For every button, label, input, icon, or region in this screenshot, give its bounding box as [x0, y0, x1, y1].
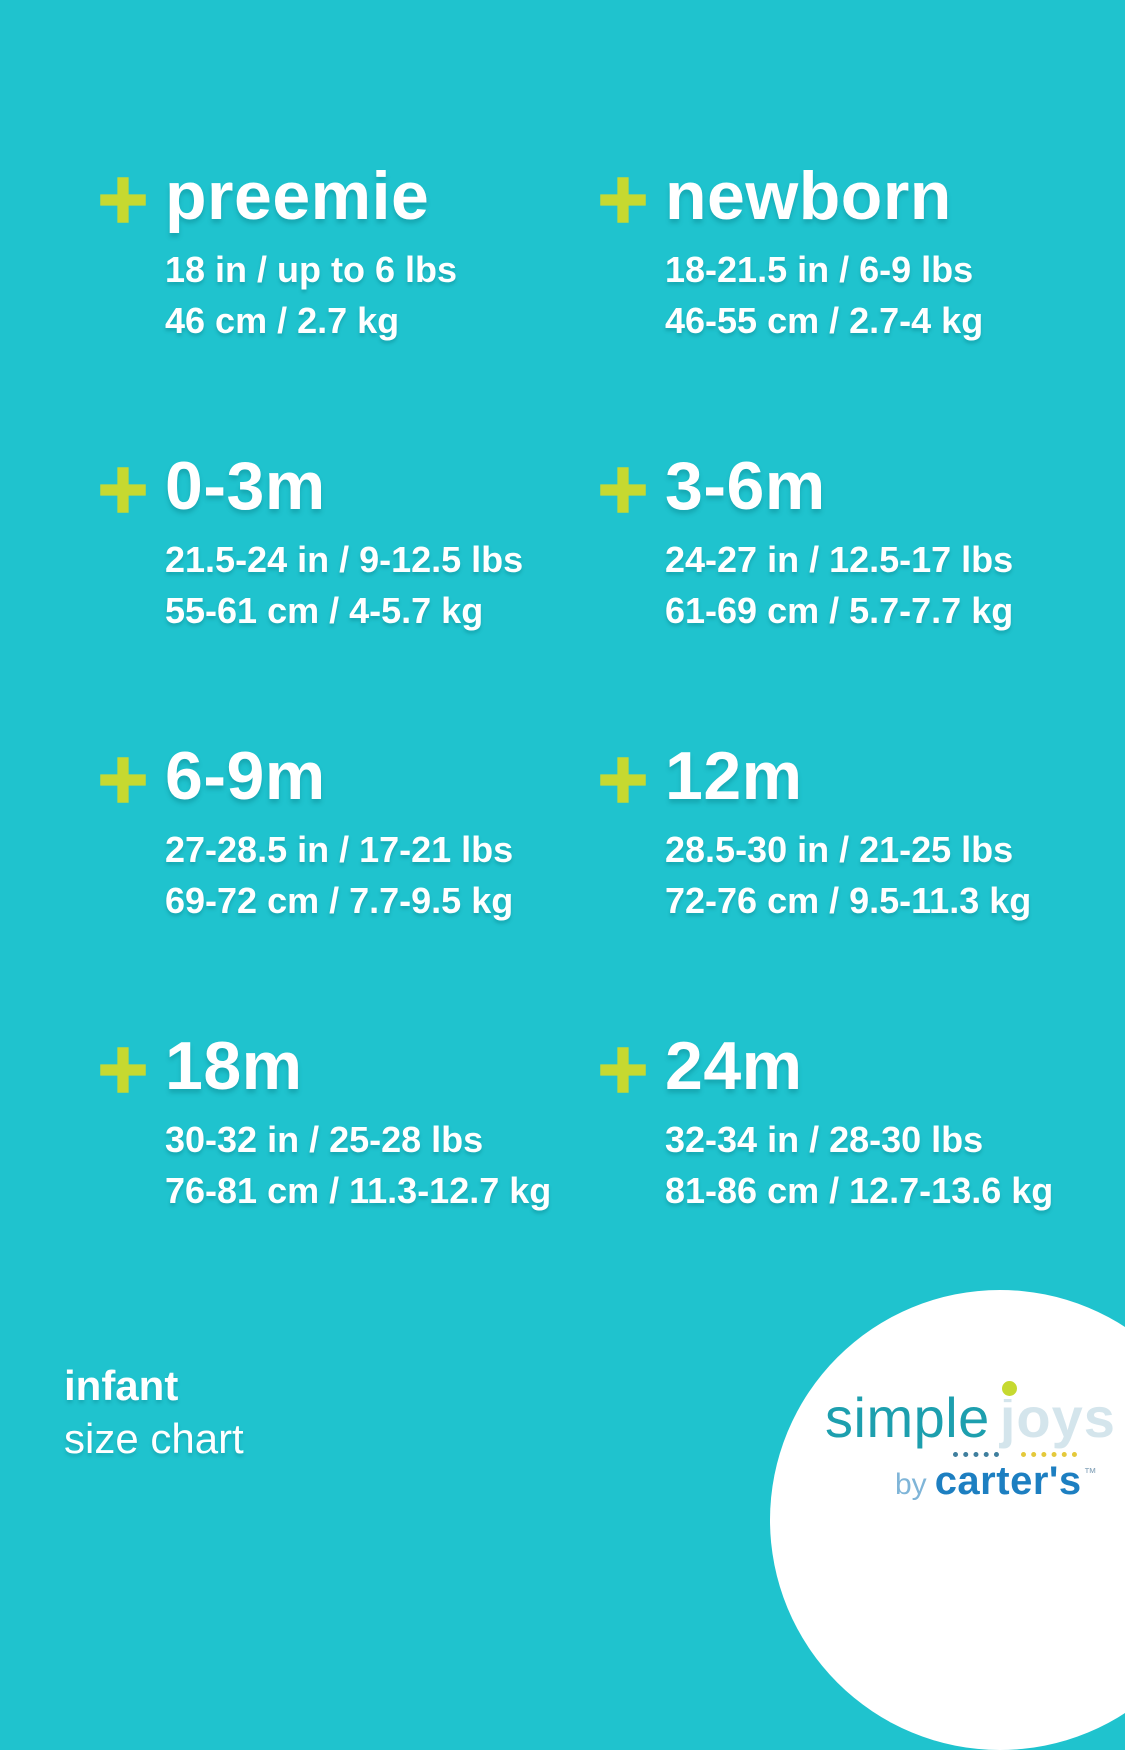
plus-icon: [597, 1044, 649, 1096]
size-label: newborn: [665, 158, 952, 234]
size-imperial: 18-21.5 in / 6-9 lbs: [665, 249, 974, 290]
plus-icon: [597, 754, 649, 806]
size-entry-12m: 12m 28.5-30 in / 21-25 lbs 72-76 cm / 9.…: [597, 742, 1031, 926]
category-label: infant: [64, 1362, 179, 1409]
size-imperial: 28.5-30 in / 21-25 lbs: [665, 829, 1014, 870]
size-metric: 55-61 cm / 4-5.7 kg: [165, 590, 484, 632]
size-metric: 81-86 cm / 12.7-13.6 kg: [665, 1170, 1054, 1212]
brand-logo: simple joys by carter's ™: [825, 1381, 1125, 1504]
size-metric: 76-81 cm / 11.3-12.7 kg: [165, 1170, 552, 1212]
size-label: 12m: [665, 738, 803, 814]
size-metric: 72-76 cm / 9.5-11.3 kg: [665, 880, 1032, 922]
size-imperial: 21.5-24 in / 9-12.5 lbs: [165, 539, 524, 580]
size-imperial: 27-28.5 in / 17-21 lbs: [165, 829, 514, 870]
plus-icon: [597, 174, 649, 226]
size-metric: 61-69 cm / 5.7-7.7 kg: [665, 590, 1014, 632]
size-label: 3-6m: [665, 448, 826, 524]
size-label: 24m: [665, 1028, 803, 1104]
chart-footer: infant size chart: [64, 1360, 244, 1465]
size-metric: 69-72 cm / 7.7-9.5 kg: [165, 880, 514, 922]
size-imperial: 24-27 in / 12.5-17 lbs: [665, 539, 1014, 580]
yellow-dots-icon: [1021, 1452, 1077, 1457]
size-label: 18m: [165, 1028, 303, 1104]
plus-icon: [597, 464, 649, 516]
brand-logo-circle: simple joys by carter's ™: [770, 1290, 1125, 1750]
size-label: preemie: [165, 158, 430, 234]
size-label: 0-3m: [165, 448, 326, 524]
logo-carters-text: carter's: [934, 1459, 1082, 1503]
size-imperial: 32-34 in / 28-30 lbs: [665, 1119, 984, 1160]
size-imperial: 18 in / up to 6 lbs: [165, 249, 458, 290]
plus-icon: [97, 174, 149, 226]
logo-dotted-underline: [953, 1452, 1125, 1457]
size-entry-preemie: preemie 18 in / up to 6 lbs 46 cm / 2.7 …: [97, 162, 457, 346]
joys-dot-icon: [1001, 1381, 1017, 1396]
teal-dots-icon: [953, 1452, 999, 1457]
size-entry-3-6m: 3-6m 24-27 in / 12.5-17 lbs 61-69 cm / 5…: [597, 452, 1013, 636]
plus-icon: [97, 1044, 149, 1096]
chart-type-label: size chart: [64, 1414, 244, 1462]
size-entry-24m: 24m 32-34 in / 28-30 lbs 81-86 cm / 12.7…: [597, 1032, 1053, 1216]
trademark-symbol: ™: [1083, 1465, 1097, 1480]
size-label: 6-9m: [165, 738, 326, 814]
size-entry-18m: 18m 30-32 in / 25-28 lbs 76-81 cm / 11.3…: [97, 1032, 551, 1216]
size-imperial: 30-32 in / 25-28 lbs: [165, 1119, 484, 1160]
logo-by-text: by: [895, 1468, 927, 1501]
size-entry-0-3m: 0-3m 21.5-24 in / 9-12.5 lbs 55-61 cm / …: [97, 452, 523, 636]
logo-word-simple: simple: [825, 1386, 990, 1449]
size-metric: 46 cm / 2.7 kg: [165, 300, 400, 342]
size-entry-6-9m: 6-9m 27-28.5 in / 17-21 lbs 69-72 cm / 7…: [97, 742, 513, 926]
size-metric: 46-55 cm / 2.7-4 kg: [665, 300, 984, 342]
plus-icon: [97, 754, 149, 806]
plus-icon: [97, 464, 149, 516]
size-entry-newborn: newborn 18-21.5 in / 6-9 lbs 46-55 cm / …: [597, 162, 983, 346]
logo-word-joys: joys: [999, 1381, 1116, 1450]
